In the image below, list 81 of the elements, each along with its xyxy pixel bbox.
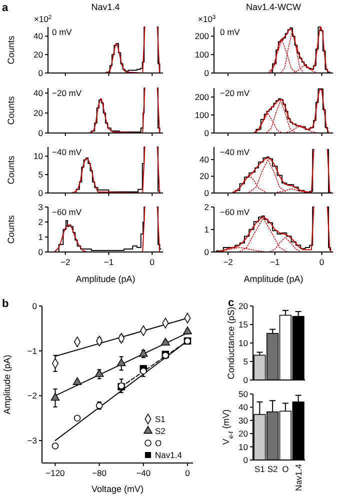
y-tick-label: 20 — [238, 428, 248, 439]
y-tick-label: 100 — [194, 50, 210, 60]
x-axis-title: Amplitude (pA) — [76, 274, 136, 284]
x-tick-label: 0 — [150, 257, 155, 267]
y-tick-label: 1 — [204, 224, 210, 234]
annotation: −60 mV — [220, 207, 250, 217]
y-tick-label: 200 — [194, 92, 210, 102]
x-tick-label: S2 — [267, 464, 278, 474]
y-tick-label: 1 — [38, 232, 44, 242]
y-tick-label: 40 — [238, 402, 248, 412]
y-tick-label: 50 — [238, 388, 248, 399]
x-tick-label: −80 — [92, 468, 107, 478]
x-tick-label: S1 — [254, 464, 266, 474]
x-tick-label: 0 — [319, 257, 324, 267]
annotation: −60 mV — [52, 207, 82, 217]
y-tick-label: 0 — [204, 128, 210, 138]
x-tick-label: 0 — [185, 468, 190, 478]
y-tick-label: 100 — [194, 110, 210, 120]
y-tick-label: 20 — [238, 300, 248, 311]
x-tick-label: O — [282, 464, 290, 474]
x-tick-label: −2 — [223, 257, 234, 267]
text: ×10$^{2}$ — [34, 14, 52, 24]
chart-title: Nav1.4-WCW — [246, 2, 302, 12]
legend-label: Nav1.4 — [155, 450, 182, 460]
y-tick-label: 30 — [238, 415, 248, 426]
x-tick-label: Nav1.4 — [293, 464, 304, 491]
y-tick-label: 2 — [204, 202, 210, 212]
y-tick-label: 5 — [38, 170, 44, 180]
text: b — [2, 298, 9, 310]
x-axis-title: Amplitude (pA) — [244, 274, 304, 284]
y-tick-label: 15 — [238, 319, 248, 330]
y-tick-label: −3 — [27, 436, 38, 446]
annotation: 0 mV — [52, 27, 72, 37]
y-tick-label: 0 — [38, 246, 44, 257]
y-tick-label: 0 — [32, 300, 38, 311]
y-tick-label: 40 — [34, 88, 44, 98]
y-tick-label: 0 — [243, 454, 248, 465]
y-tick-label: 3 — [38, 202, 44, 212]
y-tick-label: 10 — [238, 442, 248, 452]
y-tick-label: 2 — [38, 216, 44, 227]
y-axis-title: Counts — [6, 96, 16, 125]
y-tick-label: 10 — [34, 151, 44, 162]
x-tick-label: −2 — [60, 257, 70, 267]
y-axis-title: Conductance (pS) — [226, 306, 236, 380]
y-tick-label: 40 — [200, 154, 210, 165]
y-tick-label: 0 — [38, 128, 44, 138]
y-axis-title: Counts — [6, 214, 16, 244]
text: a — [2, 2, 9, 14]
y-tick-label: 0 — [38, 188, 44, 198]
y-tick-label: 20 — [200, 171, 210, 182]
y-tick-label: 20 — [34, 50, 44, 60]
x-axis-title: Voltage (mV) — [91, 484, 144, 494]
annotation: −40 mV — [52, 147, 82, 157]
x-tick-label: −1 — [104, 257, 114, 267]
annotation: −20 mV — [52, 88, 82, 98]
y-tick-label: −1 — [27, 346, 38, 356]
y-tick-label: 200 — [194, 31, 210, 42]
y-tick-label: 40 — [34, 31, 44, 42]
x-tick-label: −1 — [270, 257, 280, 267]
y-tick-label: 10 — [238, 338, 248, 348]
annotation: −20 mV — [220, 88, 250, 98]
y-tick-label: 0 — [243, 374, 248, 385]
x-tick-label: −120 — [46, 468, 66, 478]
annotation: 0 mV — [220, 27, 240, 37]
text: ×10$^{3}$ — [198, 14, 216, 24]
y-tick-label: 0 — [204, 246, 210, 257]
legend-label: S1 — [155, 414, 166, 424]
y-axis-title: Counts — [6, 155, 16, 184]
y-axis-title: Amplitude (pA) — [2, 354, 12, 414]
chart-title: Nav1.4 — [91, 2, 120, 12]
legend-label: O — [155, 438, 162, 448]
y-tick-label: 0 — [204, 188, 210, 198]
y-tick-label: −2 — [27, 390, 38, 401]
y-tick-label: 0 — [204, 68, 210, 78]
y-tick-label: 0 — [38, 68, 44, 78]
x-tick-label: −40 — [136, 468, 151, 478]
legend-label: S2 — [155, 426, 166, 436]
y-tick-label: 20 — [34, 108, 44, 118]
y-tick-label: 5 — [243, 356, 248, 366]
annotation: −40 mV — [220, 147, 250, 157]
y-axis-title: Counts — [6, 35, 16, 64]
